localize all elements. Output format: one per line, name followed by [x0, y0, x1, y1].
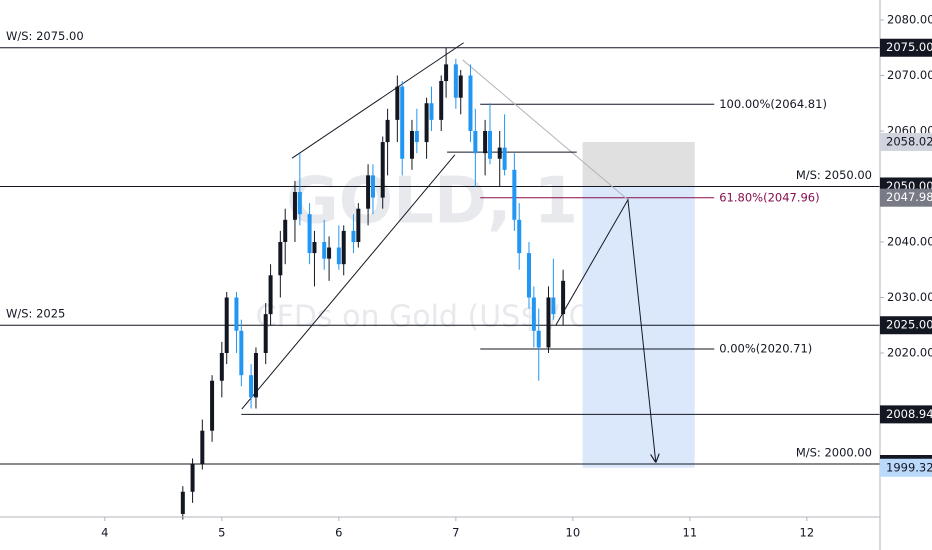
candle-body: [473, 130, 478, 154]
candle-body: [341, 230, 346, 265]
candle-body: [444, 64, 449, 82]
level-label: M/S: 2050.00: [796, 168, 872, 182]
candle-body: [263, 314, 268, 353]
fib-label: 61.80%(2047.96): [719, 190, 819, 204]
candle-body: [239, 330, 244, 376]
candle-body: [370, 175, 375, 198]
candle-body: [278, 241, 283, 276]
candle-body: [414, 130, 419, 143]
candle-body: [502, 147, 507, 170]
candle-body: [224, 297, 229, 353]
candle-body: [487, 130, 492, 159]
position-stop-zone: [582, 141, 695, 187]
level-label: W/S: 2075.00: [6, 29, 84, 43]
watermark: GOLD, 1h: [286, 165, 624, 239]
price-tag: [880, 188, 932, 207]
candle-body: [468, 75, 473, 131]
fib-label: 0.00%(2020.71): [719, 342, 812, 356]
candle-body: [439, 81, 444, 120]
candle-body: [409, 130, 414, 159]
level-label: W/S: 2025: [6, 307, 65, 321]
price-tag: [880, 38, 932, 57]
candle-body: [483, 130, 488, 154]
price-tag-label: 2025.00: [886, 318, 932, 332]
fib-label: 100.00%(2064.81): [719, 97, 827, 111]
candle-body: [536, 330, 541, 348]
price-tag: [880, 405, 932, 424]
price-tag: [880, 316, 932, 335]
trendline: [241, 154, 456, 410]
candle-body: [546, 297, 551, 348]
candle-body: [531, 297, 536, 331]
y-tick-label: 2070.00: [887, 68, 932, 82]
candle-body: [292, 192, 297, 220]
candle-body: [234, 297, 239, 331]
price-tag-label: 2058.02: [886, 134, 932, 148]
candle-body: [297, 192, 302, 215]
price-tag-label: 2047.98: [886, 190, 932, 204]
candle-body: [526, 253, 531, 298]
x-tick-label: 7: [452, 526, 459, 540]
trendline: [291, 42, 464, 159]
x-tick-label: 10: [566, 526, 581, 540]
watermark-subtitle: CFDs on Gold (US$ / OZ): [256, 300, 625, 335]
x-tick-label: 12: [800, 526, 815, 540]
candle-body: [249, 375, 254, 398]
candle-body: [327, 247, 332, 259]
x-tick-label: 5: [218, 526, 225, 540]
candle-body: [429, 103, 434, 120]
candle-body: [312, 241, 317, 254]
candle-body: [561, 280, 566, 315]
candle-body: [366, 175, 371, 209]
y-tick-label: 2030.00: [887, 290, 932, 304]
candle-body: [497, 147, 502, 159]
trendline: [462, 59, 629, 201]
price-tag: [880, 132, 932, 151]
candle-body: [395, 86, 400, 120]
candle-body: [210, 380, 215, 431]
projection-path: [555, 198, 656, 462]
candle-body: [380, 142, 385, 198]
candle-body: [336, 247, 341, 265]
candle-body: [351, 230, 356, 242]
candle-body: [385, 119, 390, 143]
candle-body: [424, 103, 429, 143]
candle-body: [307, 214, 312, 254]
candle-body: [453, 64, 458, 98]
candle-body: [551, 297, 556, 315]
candle-body: [283, 219, 288, 242]
candle-body: [180, 491, 185, 514]
candle-body: [322, 241, 327, 259]
candle-body: [268, 275, 273, 315]
x-tick-label: 4: [101, 526, 108, 540]
level-label: M/S: 2000.00: [796, 445, 872, 459]
y-tick-label: 2080.00: [887, 12, 932, 26]
position-target-zone: [582, 186, 695, 468]
price-tag: [880, 458, 932, 477]
x-tick-label: 6: [335, 526, 342, 540]
candle-body: [512, 169, 517, 220]
candle-body: [253, 352, 258, 398]
candle-body: [356, 208, 361, 242]
price-tag-label: 2008.94: [886, 407, 932, 421]
y-tick-label: 2020.00: [887, 345, 932, 359]
candle-body: [400, 86, 405, 159]
price-tag-label: 2075.00: [886, 40, 932, 54]
x-tick-label: 11: [683, 526, 698, 540]
candle-body: [190, 463, 195, 492]
price-tag-label: 1999.32: [886, 460, 932, 474]
candle-body: [219, 352, 224, 381]
candle-body: [458, 75, 463, 98]
candle-body: [200, 430, 205, 464]
candle-body: [517, 219, 522, 254]
y-tick-label: 2040.00: [887, 234, 932, 248]
